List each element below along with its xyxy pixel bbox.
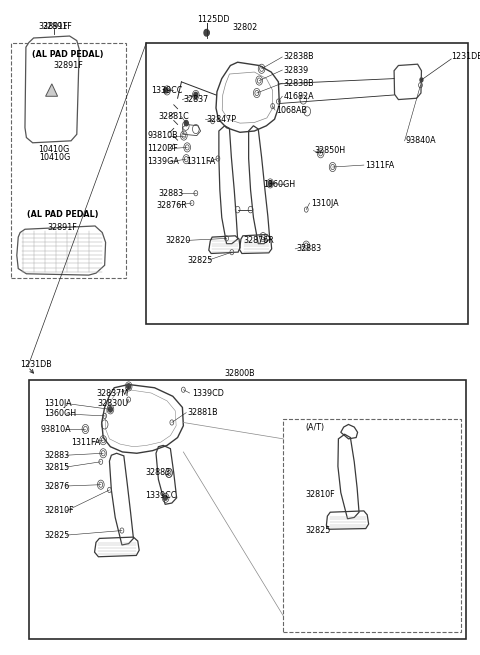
Text: 1120DF: 1120DF (147, 144, 178, 153)
Text: 1339CC: 1339CC (145, 491, 177, 500)
Text: 1339CC: 1339CC (151, 86, 182, 95)
Text: 1231DB: 1231DB (451, 52, 480, 62)
Text: 10410G: 10410G (38, 145, 70, 154)
Text: 32810F: 32810F (306, 490, 336, 499)
Circle shape (420, 78, 423, 82)
Text: 32825: 32825 (306, 526, 331, 535)
Text: 32876R: 32876R (156, 200, 187, 210)
Circle shape (127, 384, 131, 389)
Text: 32820: 32820 (166, 236, 191, 245)
Text: 10410G: 10410G (39, 153, 71, 162)
Text: 32802: 32802 (232, 23, 257, 32)
Text: 32883: 32883 (44, 451, 69, 460)
Bar (146, 43, 468, 324)
Polygon shape (46, 84, 58, 96)
Text: 32876R: 32876R (244, 236, 275, 245)
Text: 32837: 32837 (184, 95, 209, 104)
Text: 32891F: 32891F (43, 22, 72, 31)
Text: 32850H: 32850H (314, 146, 346, 155)
Text: 32881C: 32881C (158, 112, 189, 121)
Text: 32847P: 32847P (206, 115, 236, 124)
Bar (283, 419, 461, 632)
Text: 1360GH: 1360GH (263, 180, 295, 189)
Text: 93840A: 93840A (406, 136, 436, 145)
Text: 1231DB: 1231DB (20, 360, 52, 369)
Text: 1339CD: 1339CD (192, 388, 224, 398)
Text: 32837M: 32837M (96, 388, 129, 398)
Circle shape (205, 30, 209, 35)
Text: 1311FA: 1311FA (71, 438, 100, 447)
Text: 32883: 32883 (145, 468, 170, 477)
Circle shape (108, 407, 112, 412)
Text: 41682A: 41682A (283, 92, 314, 101)
Text: 93810A: 93810A (41, 424, 72, 434)
Text: 1339GA: 1339GA (147, 157, 179, 166)
Text: 1360GH: 1360GH (44, 409, 76, 419)
Bar (11, 43, 126, 278)
Text: 93810B: 93810B (147, 131, 178, 140)
Circle shape (204, 29, 209, 36)
Circle shape (184, 121, 188, 126)
Circle shape (164, 88, 168, 93)
Text: 1068AB: 1068AB (276, 105, 307, 115)
Text: (AL PAD PEDAL): (AL PAD PEDAL) (27, 210, 98, 219)
Text: (AL PAD PEDAL): (AL PAD PEDAL) (33, 50, 104, 60)
Text: 1311FA: 1311FA (186, 157, 216, 166)
Circle shape (268, 181, 272, 186)
Text: 32838B: 32838B (283, 52, 314, 62)
Text: 32883: 32883 (158, 189, 183, 198)
Circle shape (164, 496, 167, 500)
Text: 32876: 32876 (44, 481, 70, 491)
Circle shape (194, 92, 198, 98)
Text: 32891F: 32891F (39, 22, 69, 31)
Text: 32839: 32839 (283, 66, 309, 75)
Text: 32838B: 32838B (283, 79, 314, 88)
Text: 32810F: 32810F (44, 506, 74, 515)
Text: 32815: 32815 (44, 462, 70, 472)
Text: 1311FA: 1311FA (365, 160, 394, 170)
Text: 32800B: 32800B (225, 369, 255, 378)
Text: 32883: 32883 (297, 244, 322, 253)
Text: 32891F: 32891F (48, 223, 77, 232)
Text: 32830U: 32830U (97, 399, 129, 408)
Text: 1310JA: 1310JA (44, 399, 72, 408)
Text: (A/T): (A/T) (306, 422, 325, 432)
Text: 1310JA: 1310JA (311, 198, 339, 208)
Text: 32891F: 32891F (53, 61, 83, 70)
Bar (29, 380, 466, 639)
Text: 32825: 32825 (44, 531, 70, 540)
Text: 32881B: 32881B (187, 408, 218, 417)
Text: 32825: 32825 (187, 255, 213, 265)
Text: 1125DD: 1125DD (197, 15, 230, 24)
